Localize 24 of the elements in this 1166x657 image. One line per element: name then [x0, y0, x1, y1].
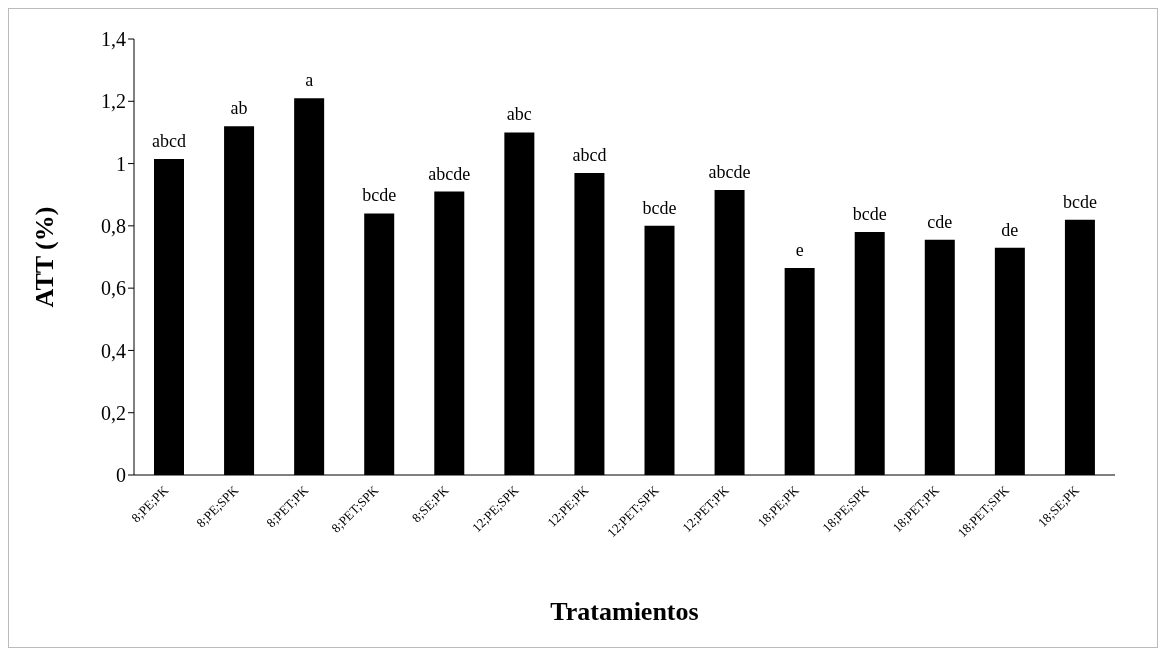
- data-label: bcde: [1062, 191, 1097, 212]
- y-tick-label: 0,4: [101, 339, 126, 362]
- data-label: bcde: [642, 197, 677, 218]
- y-tick-label: 0,8: [101, 214, 126, 237]
- data-label: a: [305, 70, 314, 91]
- data-label: abcde: [428, 163, 471, 184]
- y-tick-label: 1,2: [101, 90, 126, 113]
- y-axis-title: ATT (%): [30, 206, 60, 308]
- data-label: ab: [230, 98, 248, 119]
- y-tick-label: 0: [116, 464, 126, 487]
- y-tick-label: 0,2: [101, 401, 126, 424]
- y-tick-label: 1,4: [101, 28, 126, 51]
- data-label: de: [1001, 219, 1019, 240]
- data-label: abcde: [708, 162, 751, 183]
- y-tick-label: 0,6: [101, 277, 126, 300]
- data-label: bcde: [362, 185, 397, 206]
- data-label: bcde: [852, 204, 887, 225]
- y-tick-label: 1: [116, 152, 126, 175]
- data-label: abcd: [572, 144, 607, 165]
- data-label: cde: [927, 211, 953, 232]
- data-label: e: [795, 239, 804, 260]
- x-axis-title: Tratamientos: [550, 597, 699, 626]
- data-label: abc: [506, 104, 532, 125]
- data-label: abcd: [152, 130, 186, 151]
